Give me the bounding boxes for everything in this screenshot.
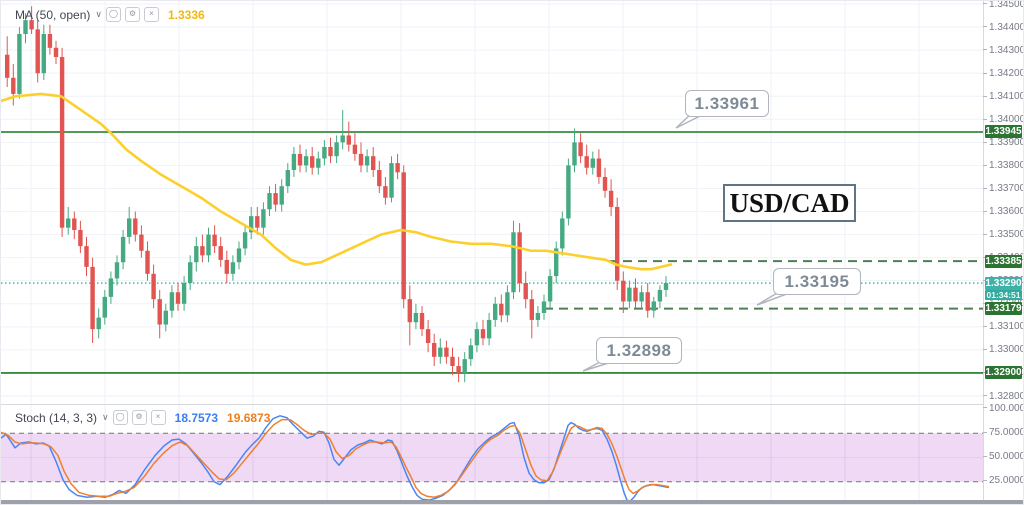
ma-indicator-value: 1.3336: [167, 7, 205, 22]
axis-tick: 1.33500: [984, 229, 1023, 240]
price-level-label: 1.33179: [985, 302, 1022, 316]
axis-tick: 75.0000: [984, 427, 1023, 438]
axis-tick: 1.34300: [984, 45, 1023, 56]
stoch-d-value: 19.6873: [227, 410, 271, 425]
stoch-k-value: 18.7573: [174, 410, 219, 425]
axis-tick: 1.33800: [984, 160, 1023, 171]
axis-tick: 100.0000: [984, 403, 1023, 414]
price-level-label: 1.33385: [985, 254, 1022, 268]
axis-tick: 1.33900: [984, 137, 1023, 148]
price-callout[interactable]: 1.33961: [685, 90, 769, 117]
stoch-indicator-legend: Stoch (14, 3, 3) ∨ ◯ ⚙ × 18.7573 19.6873: [15, 410, 270, 425]
delete-icon[interactable]: ×: [150, 410, 166, 425]
main-price-pane[interactable]: [1, 1, 986, 404]
stoch-line-d: [1, 418, 670, 499]
axis-tick: 25.0000: [984, 475, 1023, 486]
candles: [5, 6, 669, 383]
price-callout[interactable]: 1.32898: [596, 337, 682, 364]
visibility-icon[interactable]: ◯: [105, 7, 121, 22]
settings-icon[interactable]: ⚙: [131, 410, 147, 425]
stochastic-pane[interactable]: [1, 404, 986, 505]
price-level-label: 1.32900: [985, 366, 1022, 380]
delete-icon[interactable]: ×: [143, 7, 159, 22]
axis-tick: 1.33600: [984, 206, 1023, 217]
settings-icon[interactable]: ⚙: [124, 7, 140, 22]
stoch-band: [1, 433, 986, 482]
ma-indicator-legend: MA (50, open) ∨ ◯ ⚙ × 1.3336: [15, 7, 205, 22]
stoch-indicator-label[interactable]: Stoch (14, 3, 3): [15, 410, 98, 425]
price-callout[interactable]: 1.33195: [773, 268, 861, 295]
visibility-icon[interactable]: ◯: [112, 410, 128, 425]
price-levels[interactable]: [1, 131, 986, 374]
axis-tick: 1.34400: [984, 22, 1023, 33]
axis-tick: 1.33700: [984, 183, 1023, 194]
axis-tick: 1.34500: [984, 1, 1023, 10]
chevron-down-icon[interactable]: ∨: [102, 412, 109, 422]
axis-tick: 1.33100: [984, 321, 1023, 332]
axis-tick: 1.33000: [984, 344, 1023, 355]
axis-tick: 1.32800: [984, 391, 1023, 402]
axis-tick: 1.34000: [984, 114, 1023, 125]
axis-tick: 1.34200: [984, 68, 1023, 79]
current-price-label: 1.33290: [985, 276, 1022, 290]
axis-tick: 50.0000: [984, 451, 1023, 462]
price-level-label: 1.33945: [985, 125, 1022, 139]
chevron-down-icon[interactable]: ∨: [95, 9, 102, 19]
ma-50-line[interactable]: [1, 92, 673, 271]
axis-tick: 1.34100: [984, 91, 1023, 102]
bar-countdown-timer: 01:34:51: [985, 289, 1022, 300]
time-axis-edge: [1, 500, 1023, 504]
price-axis[interactable]: 01:34:51 1.34500 1.34400 1.34300 1.34200 1.3…: [983, 1, 1023, 504]
symbol-text-box[interactable]: USD/CAD: [723, 184, 856, 222]
ma-indicator-label[interactable]: MA (50, open): [15, 7, 91, 22]
